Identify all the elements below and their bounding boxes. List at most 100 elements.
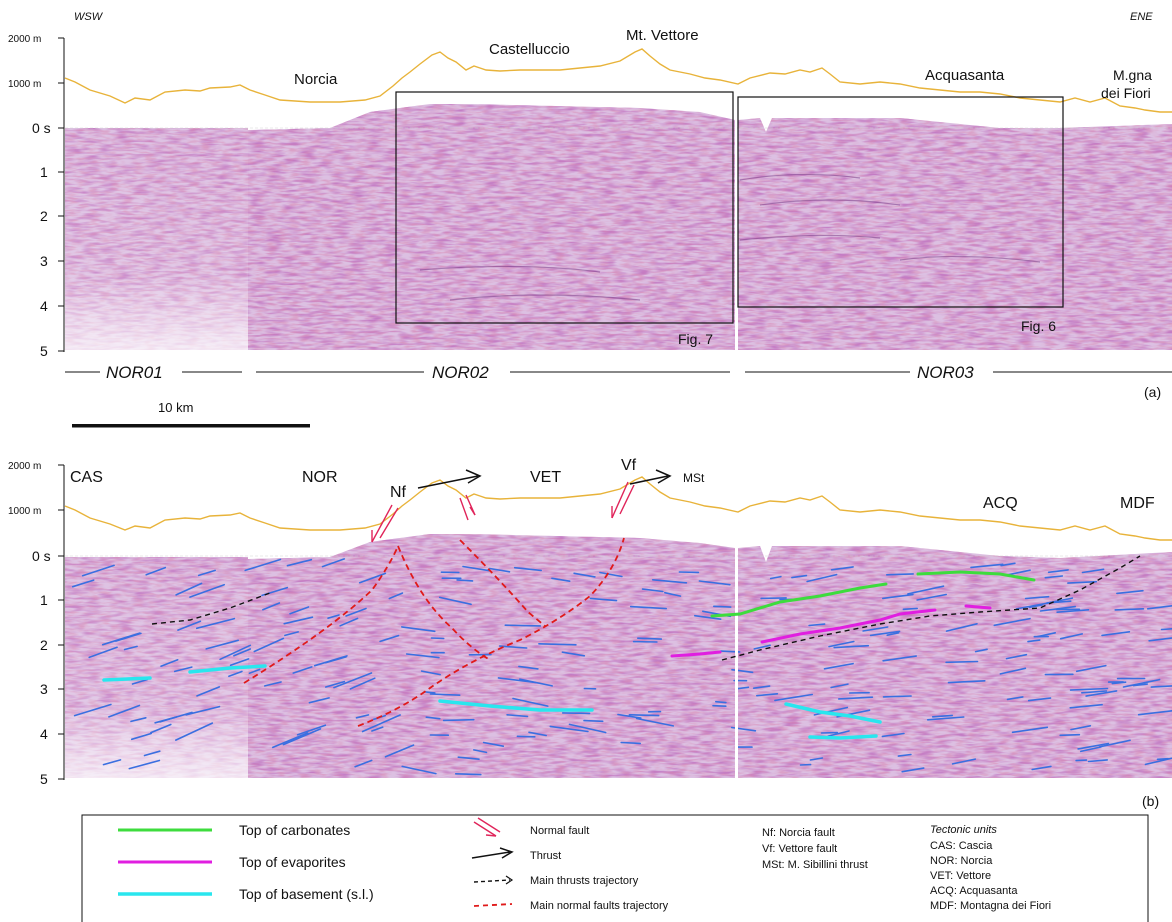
reflector-segment [561,651,586,657]
reflector-segment [196,686,221,697]
seismic-section-b [65,534,1172,778]
panel-b-letter: (b) [1142,793,1159,809]
horizon-evaporites [670,604,992,658]
legend-abbreviations: Nf: Norcia fault Vf: Vettore fault MSt: … [762,827,868,871]
reflector-segment [641,588,664,593]
reflector-segment [1059,633,1083,640]
reflector-segment [173,666,193,673]
elev-2000-label: 2000 m [8,34,41,45]
reflector-segment [897,753,912,757]
reflector-segment [538,642,577,646]
panel-b: 2000 m 1000 m 0 s 1 2 3 4 5 [8,457,1172,809]
reflector-segment [1069,703,1103,709]
reflector-segment [384,744,415,758]
reflector-segment [516,735,536,738]
legend-thrust: Thrust [471,847,561,862]
reflector-segment [1075,664,1107,673]
reflector-segment [518,678,554,687]
reflector-segment [1024,595,1050,600]
fig6-box [737,96,1064,308]
reflector-segment [769,575,782,580]
reflector-segment [1031,765,1052,771]
reflector-segment [1080,746,1102,753]
reflector-segment [506,713,529,718]
reflector-segment [108,704,141,718]
reflector-segment [931,714,954,718]
reflector-segment [425,716,441,720]
reflector-segment [286,558,313,567]
reflector-segment [830,566,854,571]
reflector-segment [482,741,505,748]
normal-fault-trajectories [243,537,625,727]
legend-basement-label: Top of basement (s.l.) [239,886,374,902]
reflector-segment [628,713,660,717]
reflector-segment [993,617,1031,627]
reflector-segment [1081,568,1105,574]
reflector-segment [339,617,359,627]
reflector-segment [1077,742,1110,750]
place-dei-fiori: dei Fiori [1101,85,1151,101]
reflector-lines [71,558,1172,776]
time-tick-b-2: 2 [40,637,48,653]
line-nor03: NOR03 [917,363,974,382]
tectonic-cas: CAS: Cascia [930,840,993,852]
time-tick-0: 0 s [32,120,51,136]
reflector-segment [160,658,179,668]
legend-normal-trajectory: Main normal faults trajectory [473,900,669,912]
unit-vet: VET [530,469,561,486]
reflector-segment [1087,759,1108,763]
reflector-segment [753,644,771,650]
unit-nor: NOR [302,469,338,486]
unit-acq: ACQ [983,495,1018,512]
reflector-segment [1114,607,1145,611]
reflector-segment [371,726,384,732]
reflector-segment [837,696,874,700]
reflector-segment [589,597,618,602]
reflector-segment [945,622,978,632]
reflector-segment [88,646,118,659]
reflector-segment [401,765,437,775]
unit-cas: CAS [70,469,103,486]
reflector-segment [429,693,461,697]
legend-basement: Top of basement (s.l.) [118,886,374,902]
direction-wsw: WSW [74,11,104,23]
reflector-segment [1047,569,1069,574]
reflector-segment [791,574,808,579]
fig7-box [395,91,734,324]
reflector-segment [271,732,309,749]
reflector-segment [869,630,901,637]
time-tick-1: 1 [40,164,48,180]
elev-1000-label: 1000 m [8,79,41,90]
reflector-segment [313,655,348,667]
reflector-segment [71,579,95,588]
legend-evaporites: Top of evaporites [118,854,346,870]
place-acquasanta: Acquasanta [925,67,1005,84]
reflector-segment [1059,733,1081,737]
reflector-segment [102,759,122,766]
reflector-segment [551,577,571,583]
abbrev-mst: MSt: M. Sibillini thrust [762,859,868,871]
reflector-segment [882,695,912,698]
reflector-segment [1160,626,1172,631]
line-nor01: NOR01 [106,363,163,382]
reflector-segment [947,679,986,684]
reflector-segment [261,602,281,611]
reflector-segment [472,749,488,754]
reflector-segment [561,712,591,715]
reflector-segment [1101,630,1131,637]
reflector-segment [388,592,404,600]
reflector-segment [219,644,252,661]
reflector-segment [430,637,445,640]
reflector-segment [355,714,370,719]
reflector-segment [123,645,138,651]
tectonic-acq: ACQ: Acquasanta [930,885,1018,897]
reflector-segment [583,719,604,723]
reflector-segment [128,759,161,770]
normal-fault-symbol-2 [459,494,476,521]
reflector-segment [1027,697,1052,702]
panel-a: WSW ENE 2000 m 1000 m 0 s 1 2 3 4 5 [8,11,1172,428]
reflector-segment [81,564,115,577]
reflector-segment [101,632,141,646]
reflector-segment [296,724,327,736]
reflector-segment [1007,569,1031,576]
